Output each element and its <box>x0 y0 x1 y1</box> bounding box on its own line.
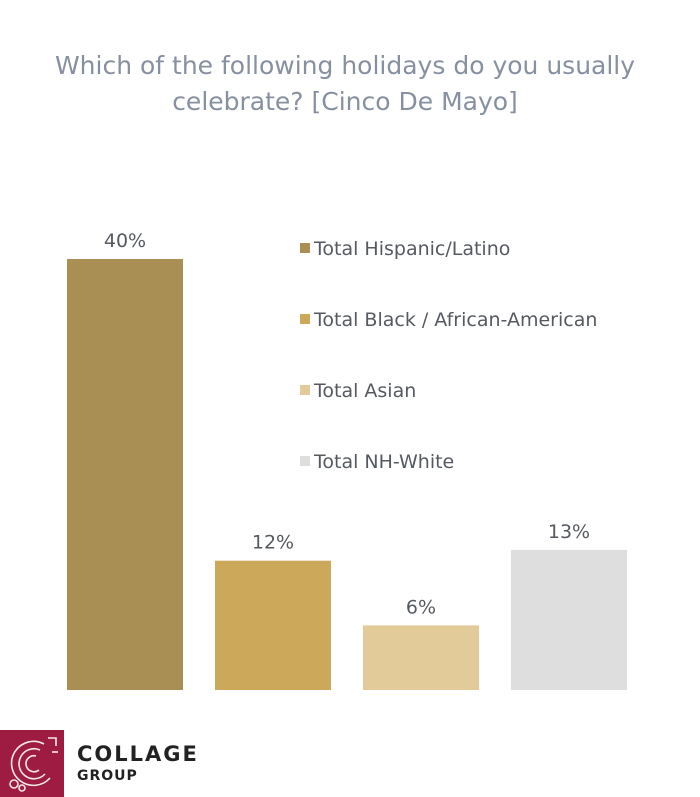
legend-label-1: Total Hispanic/Latino <box>313 238 510 260</box>
bar-4 <box>511 549 627 690</box>
legend-swatch-3 <box>300 385 310 395</box>
logo-wordmark-collage: COLLAGE <box>77 742 199 766</box>
bar-1 <box>67 259 183 690</box>
legend-label-2: Total Black / African-American <box>313 309 597 331</box>
bar-value-label-2: 12% <box>252 532 294 554</box>
bar-2 <box>215 560 331 690</box>
legend-label-4: Total NH-White <box>313 451 454 473</box>
legend-swatch-2 <box>300 314 310 324</box>
logo-wordmark-group: GROUP <box>77 768 138 784</box>
bar-value-label-3: 6% <box>406 596 436 618</box>
legend-swatch-4 <box>300 456 310 466</box>
collage-logo-icon <box>0 730 64 797</box>
company-logo: COLLAGE GROUP <box>0 730 200 797</box>
bar-3 <box>363 625 479 690</box>
bar-value-label-4: 13% <box>548 521 590 543</box>
chart-title: Which of the following holidays do you u… <box>54 51 636 116</box>
bar-value-label-1: 40% <box>104 230 146 252</box>
legend-label-3: Total Asian <box>313 380 416 402</box>
legend-swatch-1 <box>300 243 310 253</box>
bar-chart: 40% 12% 6% 13% Total Hispanic/Latino Total Bl… <box>67 230 627 690</box>
